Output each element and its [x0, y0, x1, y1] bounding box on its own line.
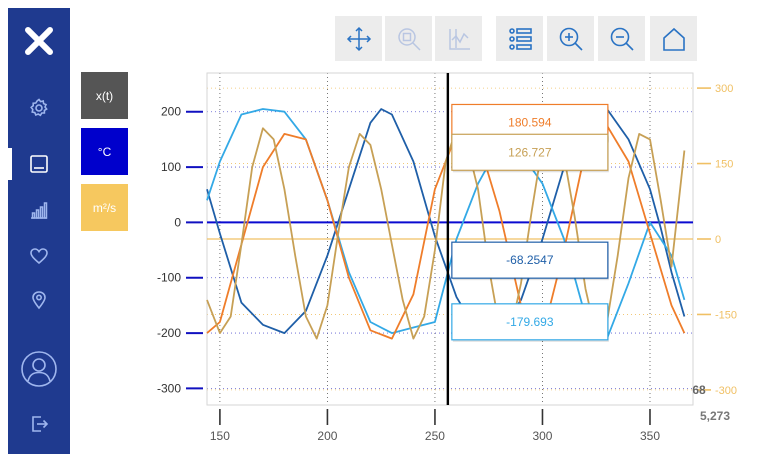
series-line-4: [206, 124, 686, 340]
readout-value: 126.727: [508, 145, 552, 159]
y-tick-label: 200: [161, 105, 181, 119]
nav-analytics[interactable]: [8, 190, 70, 230]
move-icon: [346, 26, 371, 51]
user-profile-button[interactable]: [8, 346, 70, 392]
cursor-x-readout: 5,273: [700, 409, 730, 423]
reset-home-button[interactable]: [650, 16, 697, 61]
unit-button-signal[interactable]: x(t): [81, 72, 128, 119]
zoom-region-icon: [397, 27, 421, 51]
axis-fit-icon: [448, 28, 470, 50]
axes: 200 100 0 -100 -200 -300 300 150 0 -150 -300 150 200…: [157, 83, 737, 443]
cursor-y-readout: 68: [692, 383, 706, 397]
x-tick-label: 300: [532, 429, 552, 443]
zoom-in-icon: [559, 27, 583, 51]
zoom-out-icon: [610, 27, 634, 51]
x-tick-label: 250: [425, 429, 445, 443]
unit-button-flow[interactable]: m²/s: [81, 184, 128, 231]
y2-tick-label: 150: [715, 159, 733, 171]
series-line-1: [206, 108, 686, 335]
unit-label: m²/s: [92, 200, 117, 215]
legend-list-button[interactable]: [496, 16, 543, 61]
gear-icon: [30, 98, 48, 117]
heart-icon: [30, 248, 48, 265]
y-tick-label: -100: [157, 271, 181, 285]
nav-display[interactable]: [8, 144, 70, 184]
logout-button[interactable]: [8, 404, 70, 444]
close-icon: [25, 27, 53, 55]
readout-flag: 126.727: [451, 133, 609, 173]
readout-flags: 180.594 126.727 -68.2547 -179.693: [451, 103, 609, 342]
zoom-in-button[interactable]: [547, 16, 594, 61]
unit-label: x(t): [95, 88, 114, 103]
home-icon: [662, 27, 685, 51]
nav-settings[interactable]: [8, 88, 70, 128]
readout-flag: -179.693: [451, 303, 609, 342]
sidebar: [8, 8, 70, 454]
flag-box: [451, 133, 609, 171]
x-tick-label: 150: [210, 429, 230, 443]
readout-value: -68.2547: [506, 253, 554, 267]
flag-box: [451, 241, 609, 279]
readout-value: 180.594: [508, 115, 552, 129]
y2-tick-label: 300: [715, 83, 733, 95]
series-lines: [206, 108, 686, 340]
active-nav-indicator: [8, 148, 12, 180]
bar-chart-icon: [31, 202, 48, 219]
y-tick-label: 100: [161, 160, 181, 174]
y-tick-label: 0: [174, 215, 181, 229]
series-line-2: [206, 108, 686, 340]
y-tick-label: -200: [157, 326, 181, 340]
flag-box: [451, 303, 609, 341]
display-icon: [30, 155, 48, 173]
readout-flag: -68.2547: [451, 241, 609, 281]
location-pin-icon: [32, 291, 46, 310]
x-tick-label: 200: [317, 429, 337, 443]
y2-tick-label: -150: [715, 309, 737, 321]
unit-button-celsius[interactable]: °C: [81, 128, 128, 175]
zoom-out-button[interactable]: [598, 16, 645, 61]
list-icon: [508, 27, 532, 50]
y2-tick-label: -300: [715, 385, 737, 397]
series-line-3: [206, 124, 686, 340]
baselines: [207, 221, 693, 240]
auto-scale-button[interactable]: [435, 16, 482, 61]
nav-favorites[interactable]: [8, 236, 70, 276]
zoom-region-button[interactable]: [385, 16, 432, 61]
unit-label: °C: [97, 144, 112, 159]
logout-icon: [32, 416, 49, 432]
pan-button[interactable]: [335, 16, 382, 61]
readout-value: -179.693: [506, 315, 554, 329]
x-tick-label: 350: [640, 429, 660, 443]
user-avatar-icon: [21, 351, 57, 387]
close-button[interactable]: [8, 20, 70, 62]
y-tick-label: -300: [157, 381, 181, 395]
y2-tick-label: 0: [715, 234, 721, 246]
nav-location[interactable]: [8, 280, 70, 320]
